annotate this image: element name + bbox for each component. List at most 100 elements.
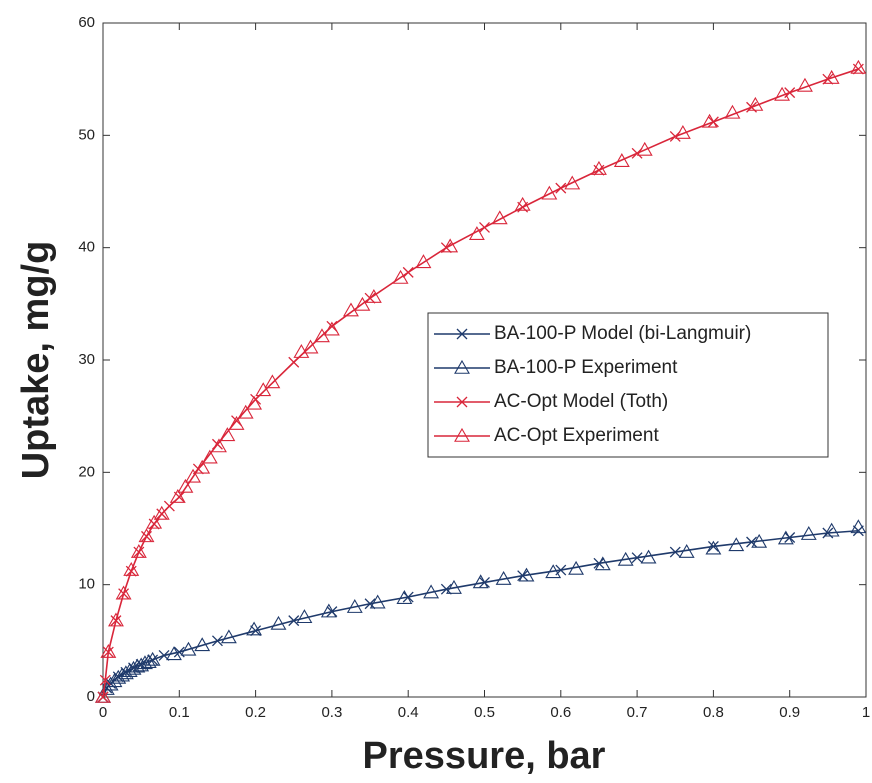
x-tick-label: 0.6: [550, 704, 571, 721]
triangle-marker: [246, 621, 263, 636]
x-marker: [593, 164, 605, 176]
triangle-marker: [640, 549, 657, 564]
y-tick-label: 40: [78, 239, 95, 256]
triangle-marker: [117, 665, 134, 680]
triangle-marker: [850, 519, 867, 534]
triangle-marker: [797, 77, 813, 92]
x-tick-label: 0: [99, 704, 107, 721]
x-marker: [141, 530, 152, 542]
legend: BA-100-P Model (bi-Langmuir) BA-100-P Exp…: [427, 312, 829, 458]
triangle-marker: [95, 688, 111, 703]
x-axis-title: Pressure, bar: [363, 735, 606, 777]
x-marker: [440, 583, 452, 595]
legend-label: BA-100-P Model (bi-Langmuir): [494, 323, 751, 344]
triangle-marker: [194, 459, 211, 474]
triangle-marker: [705, 540, 722, 555]
triangle-marker: [442, 238, 459, 253]
triangle-marker: [137, 655, 153, 670]
x-marker: [102, 646, 114, 658]
x-marker: [125, 565, 137, 577]
triangle-marker: [108, 612, 124, 627]
series-line: [102, 529, 859, 698]
x-marker: [364, 598, 376, 610]
x-tick-label: 0.8: [703, 704, 724, 721]
triangle-marker: [314, 328, 330, 343]
triangle-marker: [518, 567, 535, 582]
x-tick-label: 0.2: [245, 704, 266, 721]
triangle-marker: [110, 669, 127, 684]
triangle-marker: [392, 269, 409, 284]
plot-frame: [102, 22, 867, 698]
y-tick-label: 0: [87, 688, 95, 705]
triangle-marker: [823, 522, 840, 537]
x-marker: [118, 588, 130, 600]
x-marker: [110, 615, 122, 627]
x-marker: [231, 415, 242, 427]
x-marker: [822, 73, 834, 85]
triangle-marker: [121, 663, 138, 677]
triangle-marker: [678, 543, 695, 558]
triangle-marker: [237, 404, 254, 419]
legend-label: AC-Opt Model (Toth): [494, 391, 668, 412]
x-tick-label: 0.4: [398, 704, 419, 721]
y-tick-label: 10: [78, 576, 95, 593]
triangle-marker: [114, 667, 131, 682]
triangle-marker: [454, 427, 470, 442]
triangle-marker: [468, 226, 485, 240]
triangle-marker: [166, 646, 182, 661]
triangle-marker: [613, 153, 630, 167]
x-marker: [440, 242, 452, 254]
triangle-marker: [446, 579, 462, 594]
triangle-marker: [751, 533, 768, 548]
x-marker: [288, 615, 300, 627]
triangle-marker: [850, 59, 867, 74]
triangle-marker: [194, 637, 211, 652]
triangle-marker: [369, 594, 386, 609]
triangle-marker: [724, 104, 741, 119]
x-marker: [364, 292, 376, 304]
triangle-marker: [102, 676, 119, 691]
triangle-marker: [220, 629, 237, 644]
triangle-marker: [144, 651, 161, 666]
x-marker: [97, 691, 109, 703]
x-tick-label: 0.5: [474, 704, 495, 721]
x-tick-label: 0.1: [169, 704, 190, 721]
triangle-marker: [115, 585, 132, 600]
legend-label: BA-100-P Experiment: [494, 357, 678, 378]
triangle-marker: [541, 185, 558, 200]
triangle-marker: [777, 530, 794, 545]
x-tick-label: 0.9: [779, 704, 800, 721]
triangle-marker: [674, 124, 691, 139]
triangle-marker: [701, 113, 718, 128]
y-tick-label: 60: [78, 14, 95, 31]
triangle-marker: [130, 543, 147, 558]
triangle-marker: [255, 382, 272, 397]
triangle-marker: [423, 584, 440, 599]
triangle-marker: [98, 681, 115, 695]
triangle-marker: [129, 658, 146, 673]
triangle-marker: [185, 468, 201, 483]
y-tick-label: 50: [78, 126, 95, 143]
x-marker: [456, 328, 468, 340]
triangle-marker: [125, 660, 142, 675]
triangle-marker: [219, 427, 236, 442]
x-marker: [555, 182, 567, 194]
triangle-marker: [211, 438, 227, 453]
x-marker: [99, 674, 111, 686]
triangle-marker: [180, 641, 197, 656]
series-line: [102, 68, 859, 698]
triangle-marker: [396, 590, 413, 604]
triangle-marker: [343, 302, 359, 317]
triangle-marker: [495, 570, 512, 585]
x-marker: [211, 635, 223, 647]
triangle-marker: [264, 374, 281, 389]
x-marker: [250, 625, 262, 637]
triangle-marker: [228, 415, 245, 430]
triangle-marker: [177, 478, 194, 493]
triangle-marker: [491, 210, 508, 225]
x-marker: [852, 63, 864, 75]
triangle-marker: [246, 395, 263, 410]
x-marker: [148, 518, 160, 530]
triangle-marker: [346, 599, 363, 613]
